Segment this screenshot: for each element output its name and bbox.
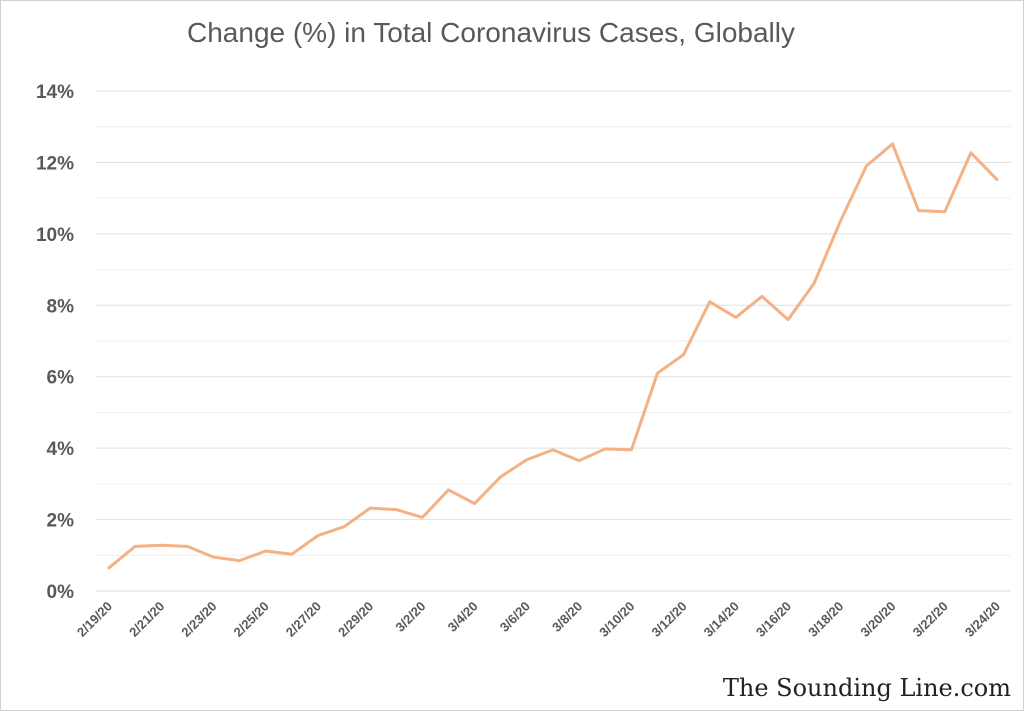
x-tick-label: 3/22/20 [910, 599, 951, 640]
x-tick-label: 2/19/20 [74, 599, 115, 640]
y-tick-label: 10% [36, 225, 74, 246]
watermark: The Sounding Line.com [722, 674, 1011, 702]
x-tick-label: 3/12/20 [648, 599, 689, 640]
y-axis-ticks: 0% 2% 4% 6% 8% 10% 12% 14% [36, 82, 74, 603]
y-tick-label: 8% [47, 296, 75, 317]
major-gridlines [96, 90, 1011, 592]
x-tick-label: 3/20/20 [857, 599, 898, 640]
x-tick-label: 2/29/20 [335, 599, 376, 640]
x-tick-label: 2/23/20 [178, 599, 219, 640]
minor-gridlines [96, 126, 1011, 556]
chart-title: Change (%) in Total Coronavirus Cases, G… [187, 17, 795, 48]
x-tick-label: 3/24/20 [962, 599, 1003, 640]
y-tick-label: 2% [47, 511, 75, 532]
series-line [107, 142, 999, 570]
y-tick-label: 0% [47, 582, 75, 603]
x-tick-label: 2/25/20 [231, 599, 272, 640]
x-tick-label: 3/4/20 [445, 599, 481, 635]
y-tick-label: 4% [47, 439, 75, 460]
y-tick-label: 14% [36, 82, 74, 103]
x-axis-ticks: 2/19/20 2/21/20 2/23/20 2/25/20 2/27/20 2/29/… [74, 599, 1003, 640]
x-tick-label: 3/14/20 [701, 599, 742, 640]
x-tick-label: 3/16/20 [753, 599, 794, 640]
y-tick-label: 12% [36, 153, 74, 174]
x-tick-label: 3/10/20 [596, 599, 637, 640]
x-tick-label: 3/6/20 [497, 599, 533, 635]
x-tick-label: 2/21/20 [126, 599, 167, 640]
x-tick-label: 3/8/20 [549, 599, 585, 635]
y-tick-label: 6% [47, 368, 75, 389]
x-tick-label: 2/27/20 [283, 599, 324, 640]
x-tick-label: 3/18/20 [805, 599, 846, 640]
x-tick-label: 3/2/20 [392, 599, 428, 635]
